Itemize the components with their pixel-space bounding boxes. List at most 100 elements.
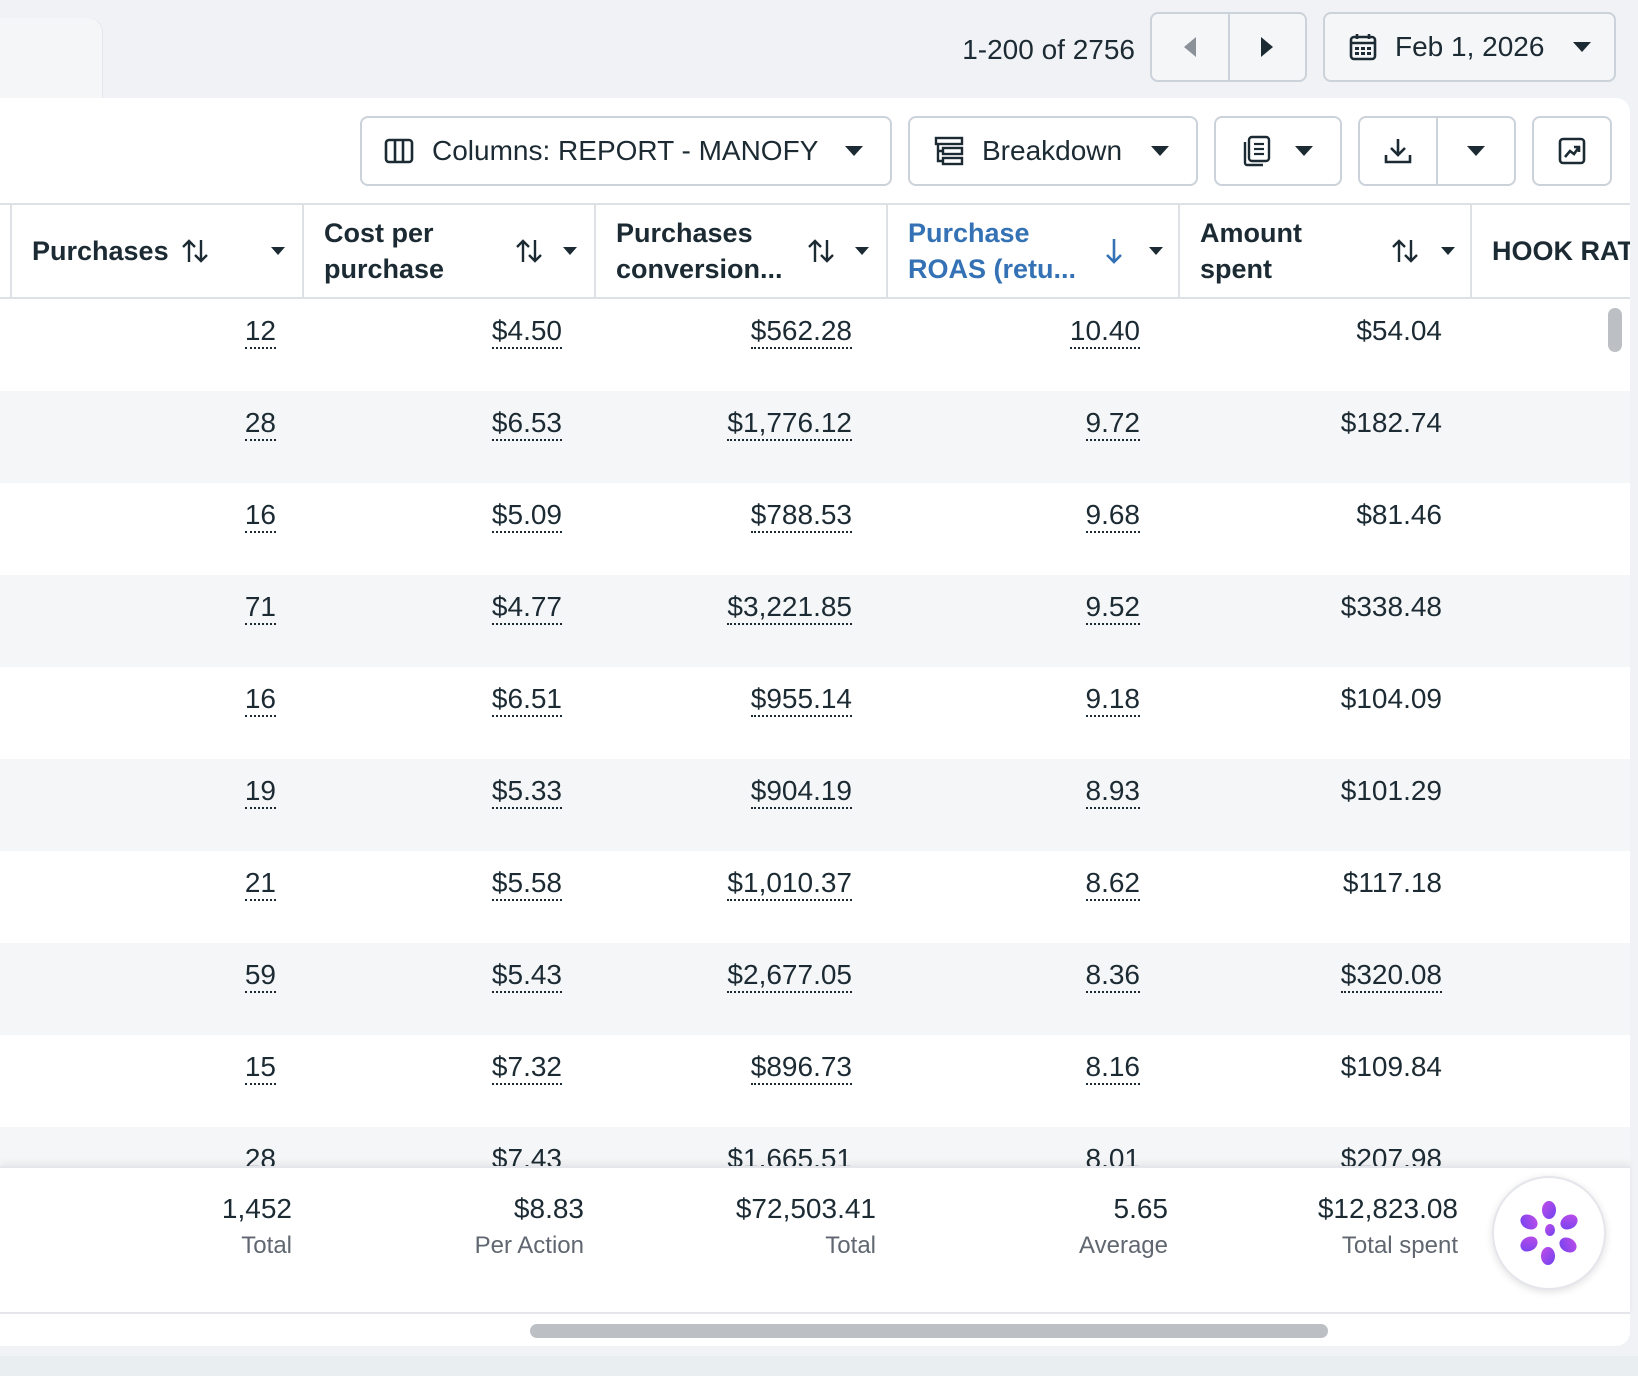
date-range-picker[interactable]: Feb 1, 2026 [1323, 12, 1616, 82]
previous-page-button[interactable] [1152, 14, 1228, 80]
table-cell[interactable]: $320.08 [1340, 955, 1442, 995]
chevron-down-icon[interactable] [1440, 246, 1456, 256]
table-cell[interactable]: $788.53 [750, 495, 852, 535]
column-header-cost-per-purchase[interactable]: Cost per purchase [302, 205, 594, 297]
summary-value: $12,823.08 [1317, 1193, 1458, 1224]
chevron-down-icon[interactable] [270, 246, 286, 256]
table-cell[interactable]: 19 [244, 771, 276, 811]
table-cell[interactable]: 59 [244, 955, 276, 995]
table-cell[interactable]: $5.43 [491, 955, 562, 995]
table-cell[interactable]: 9.52 [1085, 587, 1140, 627]
summary-conversion-value: $72,503.41 Total [690, 1190, 876, 1264]
table-cell[interactable]: $6.51 [491, 679, 562, 719]
cell-value: $104.09 [1340, 683, 1442, 714]
table-cell[interactable]: 21 [244, 863, 276, 903]
export-options-dropdown[interactable] [1436, 118, 1514, 184]
cell-value: 9.68 [1085, 499, 1140, 533]
table-row: 16 $6.51 $955.14 9.18 $104.09 [0, 667, 1630, 759]
breakdown-dropdown-button[interactable]: Breakdown [908, 116, 1198, 186]
chevron-down-icon[interactable] [1148, 246, 1164, 256]
pagination-controls [1150, 12, 1307, 82]
cell-value: $2,677.05 [727, 959, 852, 993]
column-header-label: Amount spent [1200, 218, 1302, 284]
column-header-label: Purchases conversion... [616, 218, 783, 284]
sort-descending-icon[interactable] [1104, 237, 1124, 265]
table-cell[interactable]: 15 [244, 1047, 276, 1087]
table-cell[interactable]: $5.33 [491, 771, 562, 811]
table-cell[interactable]: $5.58 [491, 863, 562, 903]
chevron-down-icon[interactable] [562, 246, 578, 256]
ai-assistant-button[interactable] [1492, 1176, 1606, 1290]
table-cell: $182.74 [1341, 403, 1442, 443]
chevron-down-icon [1573, 42, 1591, 52]
table-cell[interactable]: 8.62 [1085, 863, 1140, 903]
cell-value: $5.43 [491, 959, 562, 993]
sort-icon[interactable] [806, 238, 836, 264]
horizontal-scrollbar-thumb[interactable] [530, 1324, 1328, 1338]
table-cell[interactable]: $6.53 [491, 403, 562, 443]
vertical-scrollbar-thumb[interactable] [1608, 308, 1622, 352]
table-cell[interactable]: $562.28 [750, 311, 852, 351]
table-cell[interactable]: $904.19 [750, 771, 852, 811]
table-cell[interactable]: $2,677.05 [727, 955, 852, 995]
chevron-down-icon [1295, 146, 1313, 156]
summary-purchases: 1,452 Total [150, 1190, 292, 1264]
export-button[interactable] [1360, 118, 1436, 184]
table-cell[interactable]: $955.14 [750, 679, 852, 719]
table-cell[interactable]: 12 [244, 311, 276, 351]
chevron-down-icon [1151, 146, 1169, 156]
cell-value: $6.51 [491, 683, 562, 717]
table-row: 59 $5.43 $2,677.05 8.36 $320.08 [0, 943, 1630, 1035]
column-header-purchases[interactable]: Purchases [10, 205, 304, 297]
next-page-button[interactable] [1227, 14, 1306, 80]
table-cell[interactable]: 71 [244, 587, 276, 627]
table-cell[interactable]: 9.18 [1085, 679, 1140, 719]
table-cell[interactable]: $1,010.37 [727, 863, 852, 903]
sort-icon[interactable] [1390, 238, 1420, 264]
table-cell[interactable]: 9.68 [1085, 495, 1140, 535]
chevron-down-icon[interactable] [854, 246, 870, 256]
table-cell[interactable]: 8.36 [1085, 955, 1140, 995]
table-cell: $81.46 [1356, 495, 1442, 535]
cell-value: $54.04 [1356, 315, 1442, 346]
cell-value: $788.53 [750, 499, 852, 533]
table-row: 21 $5.58 $1,010.37 8.62 $117.18 [0, 851, 1630, 943]
column-header-label: Cost per purchase [324, 218, 445, 284]
table-cell[interactable]: 9.72 [1085, 403, 1140, 443]
cell-value: 59 [244, 959, 276, 993]
table-cell[interactable]: $896.73 [750, 1047, 852, 1087]
summary-label: Total [241, 1232, 292, 1259]
cell-value: 28 [244, 407, 276, 441]
breakdown-icon [934, 136, 964, 166]
table-cell[interactable]: $5.09 [491, 495, 562, 535]
table-row: 16 $5.09 $788.53 9.68 $81.46 [0, 483, 1630, 575]
download-icon [1384, 139, 1412, 164]
column-header-purchases-conversion-value[interactable]: Purchases conversion... [594, 205, 886, 297]
sort-icon[interactable] [514, 238, 544, 264]
table-cell[interactable]: $1,776.12 [727, 403, 852, 443]
sort-icon[interactable] [180, 238, 210, 264]
table-cell[interactable]: $4.77 [491, 587, 562, 627]
table-cell[interactable]: 16 [244, 495, 276, 535]
reports-dropdown-button[interactable] [1214, 116, 1342, 186]
chevron-down-icon [845, 146, 863, 156]
summary-amount-spent: $12,823.08 Total spent [1270, 1190, 1458, 1264]
table-cell[interactable]: 8.93 [1085, 771, 1140, 811]
column-header-amount-spent[interactable]: Amount spent [1178, 205, 1470, 297]
chart-icon [1558, 137, 1586, 165]
table-cell[interactable]: 16 [244, 679, 276, 719]
table-cell[interactable]: 10.40 [1069, 311, 1140, 351]
table-cell[interactable]: $4.50 [491, 311, 562, 351]
chart-view-button[interactable] [1532, 116, 1612, 186]
table-cell[interactable]: 28 [244, 403, 276, 443]
summary-label: Average [1079, 1232, 1168, 1259]
table-cell[interactable]: 8.16 [1085, 1047, 1140, 1087]
columns-dropdown-button[interactable]: Columns: REPORT - MANOFY [360, 116, 892, 186]
table-cell[interactable]: $3,221.85 [727, 587, 852, 627]
column-header-purchase-roas[interactable]: Purchase ROAS (retu... [886, 205, 1178, 297]
table-cell[interactable]: $7.32 [491, 1047, 562, 1087]
columns-label: Columns: REPORT - MANOFY [432, 135, 819, 166]
cell-value: $6.53 [491, 407, 562, 441]
column-header-hook-rate[interactable]: HOOK RAT [1470, 205, 1630, 297]
cell-value: $101.29 [1340, 775, 1442, 806]
